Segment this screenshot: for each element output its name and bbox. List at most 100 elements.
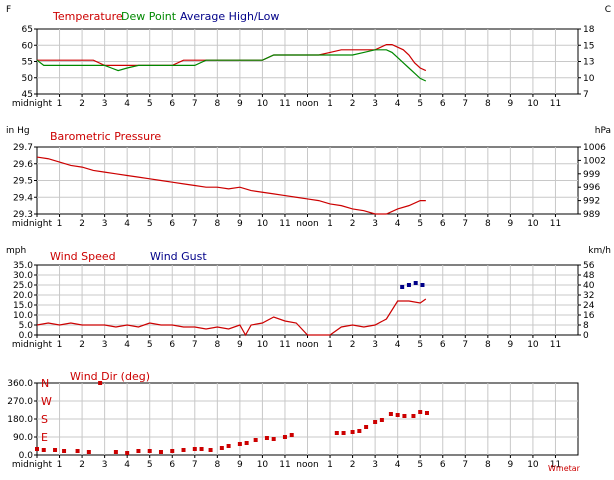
- right-unit-label: km/h: [588, 246, 611, 256]
- data-point: [341, 431, 346, 435]
- x-tick-label: 2: [350, 340, 356, 350]
- x-tick-label: 8: [485, 340, 491, 350]
- x-tick-label: 6: [440, 460, 446, 470]
- data-point: [244, 441, 249, 445]
- x-tick-label: midnight: [12, 99, 53, 109]
- x-tick-label: 2: [350, 219, 356, 229]
- y-tick-label-right: 10: [583, 74, 595, 84]
- x-tick-label: 1: [57, 460, 63, 470]
- x-tick-label: 11: [279, 460, 290, 470]
- data-point: [113, 450, 118, 454]
- legend-entry: Temperature: [52, 10, 123, 23]
- legend-entry: Average High/Low: [180, 10, 279, 23]
- data-point: [253, 438, 258, 442]
- data-point: [289, 433, 294, 437]
- y-tick-label-left: 29.6: [13, 160, 33, 170]
- x-tick-label: 3: [372, 99, 378, 109]
- y-tick-label-right: 1006: [583, 143, 606, 153]
- x-tick-label: 10: [257, 460, 269, 470]
- x-tick-label: 11: [279, 340, 290, 350]
- data-point: [226, 444, 231, 448]
- x-tick-label: noon: [296, 219, 318, 229]
- x-tick-label: 11: [279, 219, 290, 229]
- data-point: [237, 442, 242, 446]
- grid-lines: [37, 265, 578, 335]
- x-tick-label: 10: [527, 460, 539, 470]
- x-tick-label: 7: [192, 340, 198, 350]
- y-tick-label-right: 16: [583, 311, 595, 321]
- x-tick-label: 5: [417, 99, 423, 109]
- data-point: [418, 410, 423, 414]
- x-tick-label: 3: [372, 219, 378, 229]
- data-point: [170, 449, 175, 453]
- chart-panel-2: 29.729.629.529.429.310061002999996992989…: [6, 126, 611, 229]
- x-tick-label: 1: [327, 99, 333, 109]
- y-tick-label-right: 13: [583, 58, 594, 68]
- data-point: [62, 449, 67, 453]
- data-point: [219, 446, 224, 450]
- x-tick-label: 2: [79, 340, 85, 350]
- x-tick-label: 10: [257, 340, 269, 350]
- x-tick-label: 7: [462, 460, 468, 470]
- y-tick-label-right: 8: [583, 321, 589, 331]
- y-tick-label-right: 0: [583, 331, 589, 341]
- y-tick-label-right: 48: [583, 271, 595, 281]
- series-line: [36, 156, 426, 215]
- x-tick-label: 1: [57, 99, 63, 109]
- x-tick-label: 4: [395, 99, 401, 109]
- x-tick-label: 9: [508, 99, 514, 109]
- x-tick-label: 7: [192, 219, 198, 229]
- y-tick-label-left: 29.4: [13, 193, 33, 203]
- data-point: [158, 450, 163, 454]
- data-point: [271, 437, 276, 441]
- x-tick-label: 4: [124, 460, 130, 470]
- x-tick-label: 8: [214, 99, 220, 109]
- x-tick-label: 6: [169, 219, 175, 229]
- x-tick-label: 2: [350, 99, 356, 109]
- x-tick-label: 8: [214, 340, 220, 350]
- right-unit-label: hPa: [595, 126, 611, 136]
- data-point: [125, 451, 130, 455]
- x-tick-label: 5: [417, 219, 423, 229]
- x-tick-label: 4: [395, 460, 401, 470]
- x-tick-label: 5: [417, 460, 423, 470]
- x-tick-label: 1: [327, 340, 333, 350]
- series-line: [36, 298, 427, 337]
- series-wind-gust: [400, 281, 425, 289]
- x-tick-label: 6: [440, 219, 446, 229]
- x-tick-label: 2: [79, 460, 85, 470]
- data-point: [350, 430, 355, 434]
- x-tick-label: 7: [462, 340, 468, 350]
- data-point: [373, 420, 378, 424]
- x-tick-label: 10: [527, 219, 539, 229]
- x-tick-label: 9: [237, 460, 243, 470]
- y-tick-label-left: 30.0: [13, 271, 33, 281]
- x-tick-label: 11: [550, 99, 561, 109]
- y-tick-label-left: 0.0: [19, 331, 34, 341]
- compass-label: N: [41, 377, 49, 390]
- data-point: [75, 449, 80, 453]
- x-tick-label: 6: [440, 340, 446, 350]
- legend-entry: Wind Gust: [150, 250, 207, 263]
- y-tick-label-right: 999: [583, 170, 600, 180]
- y-tick-label-left: 180.0: [7, 415, 33, 425]
- grid-lines: [37, 29, 578, 94]
- x-tick-label: 11: [550, 340, 561, 350]
- right-unit-label: C: [605, 5, 611, 15]
- x-tick-label: 4: [395, 340, 401, 350]
- x-tick-label: 6: [169, 460, 175, 470]
- x-tick-label: 4: [395, 219, 401, 229]
- legend-entry: Barometric Pressure: [50, 130, 161, 143]
- x-tick-label: 3: [102, 460, 108, 470]
- y-tick-label-left: 5.0: [19, 321, 34, 331]
- compass-label: W: [41, 395, 52, 408]
- data-point: [402, 414, 407, 418]
- y-tick-label-left: 55: [22, 58, 33, 68]
- data-point: [86, 450, 91, 454]
- data-point: [264, 436, 269, 440]
- x-tick-label: noon: [296, 340, 318, 350]
- data-point: [334, 431, 339, 435]
- x-tick-label: 7: [462, 219, 468, 229]
- x-tick-label: 8: [214, 460, 220, 470]
